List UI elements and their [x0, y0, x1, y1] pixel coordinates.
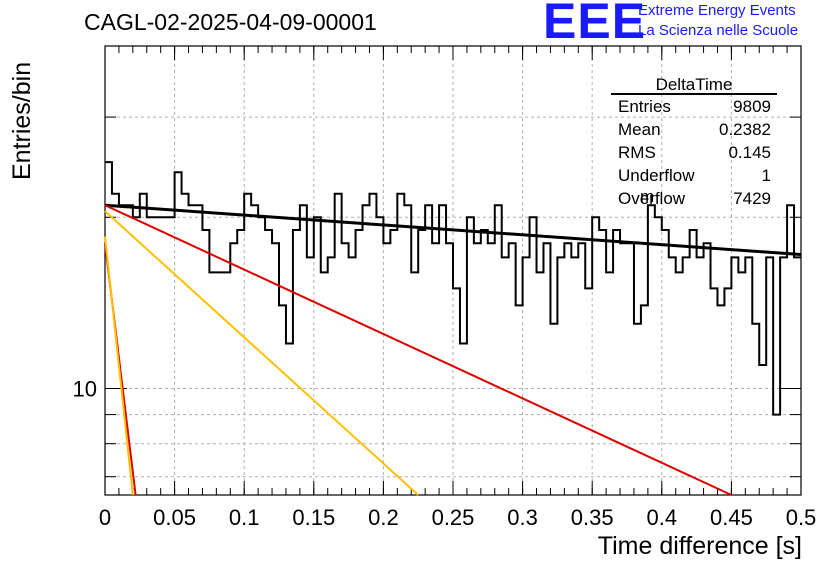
stats-row-rms: RMS 0.145 [611, 141, 777, 164]
x-tick-label: 0.4 [647, 505, 678, 530]
eee-logo: EEE Extreme Energy Events La Scienza nel… [543, 0, 833, 49]
plot-title: CAGL-02-2025-04-09-00001 [84, 9, 377, 35]
stats-value: 0.2382 [719, 120, 771, 139]
x-tick-label: 0.2 [368, 505, 399, 530]
stats-key: Underflow [618, 166, 695, 185]
stats-box: DeltaTime Entries 9809 Mean 0.2382 RMS 0… [611, 76, 777, 210]
y-tick-label: 10 [73, 377, 97, 402]
stats-key: Entries [618, 97, 671, 116]
stats-row-underflow: Underflow 1 [611, 164, 777, 187]
fit-curve-yellow-short [104, 236, 134, 496]
histogram-outline [105, 161, 801, 416]
x-tick-label: 0.3 [507, 505, 538, 530]
stats-title: DeltaTime [611, 76, 777, 95]
stats-row-entries: Entries 9809 [611, 95, 777, 118]
y-axis-label: Entries/bin [8, 61, 36, 180]
logo-line-2: La Scienza nelle Scuole [638, 22, 799, 39]
logo-line-1: Extreme Energy Events [638, 2, 796, 19]
fit-curve-red-long [104, 204, 732, 496]
x-tick-label: 0.05 [153, 505, 196, 530]
x-axis-label: Time difference [s] [597, 532, 802, 560]
stats-row-mean: Mean 0.2382 [611, 118, 777, 141]
stats-value: 9809 [733, 97, 771, 116]
stats-key: RMS [618, 143, 656, 162]
stats-key: Overflow [618, 189, 686, 208]
x-tick-label: 0 [99, 505, 111, 530]
x-tick-label: 0.45 [710, 505, 753, 530]
fit-curve-black [104, 203, 802, 257]
stats-value: 1 [761, 166, 771, 185]
eee-logo-mark: EEE [543, 0, 647, 49]
overlay-glyph: m [640, 187, 654, 206]
stats-value: 0.145 [728, 143, 771, 162]
x-tick-label: 0.5 [786, 505, 817, 530]
stats-row-overflow: Overflow 7429 [611, 187, 777, 210]
fit-curve-yellow-long [104, 210, 419, 496]
x-tick-label: 0.1 [229, 505, 260, 530]
x-tick-label: 0.35 [571, 505, 614, 530]
x-tick-label: 0.15 [292, 505, 335, 530]
stats-value: 7429 [733, 189, 771, 208]
plot-frame [104, 45, 802, 496]
x-tick-label: 0.25 [432, 505, 475, 530]
stats-key: Mean [618, 120, 661, 139]
